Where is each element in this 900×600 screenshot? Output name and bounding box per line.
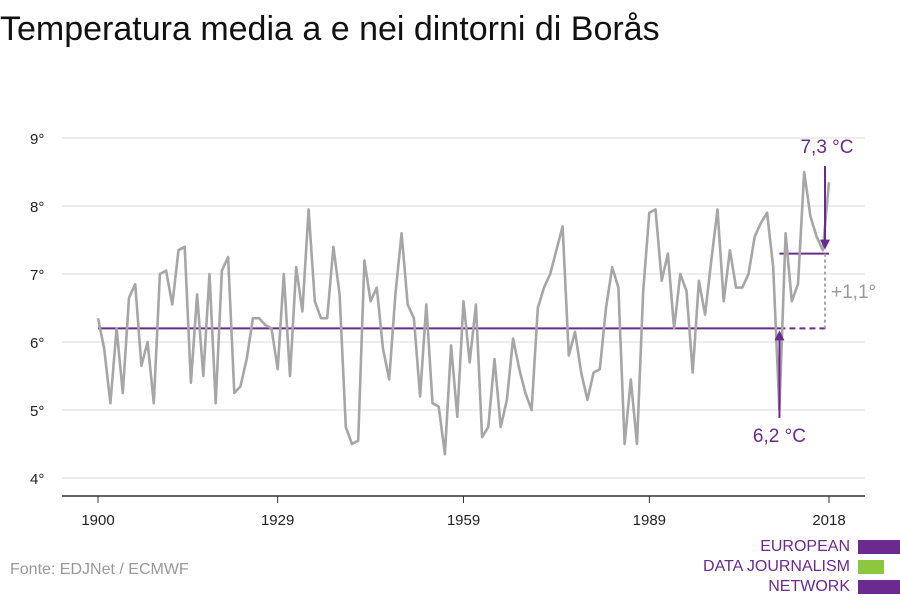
logo-bar-green xyxy=(858,560,884,574)
source-note: Fonte: EDJNet / ECMWF xyxy=(10,561,189,578)
x-axis xyxy=(62,495,865,503)
arrow-recent-head xyxy=(820,239,830,250)
logo-bar-purple-bottom xyxy=(858,580,900,594)
x-tick-label-1929: 1929 xyxy=(261,512,294,529)
annotation-recent-label: 7,3 °C xyxy=(800,137,853,158)
x-tick-label-1900: 1900 xyxy=(81,512,114,529)
logo-line-3: NETWORK xyxy=(768,578,850,595)
y-tick-label-8: 8° xyxy=(30,199,44,216)
edjnet-logo: EUROPEAN DATA JOURNALISM NETWORK xyxy=(690,537,900,597)
annotations: 6,2 °C 7,3 °C +1,1° xyxy=(753,137,876,447)
x-tick-label-1959: 1959 xyxy=(447,512,480,529)
logo-line-2: DATA JOURNALISM xyxy=(703,558,850,575)
y-tick-label-9: 9° xyxy=(30,131,44,148)
y-tick-label-7: 7° xyxy=(30,267,44,284)
grid-lines xyxy=(62,137,865,479)
x-tick-label-1989: 1989 xyxy=(633,512,666,529)
difference-label: +1,1° xyxy=(831,282,876,303)
chart-title: Temperatura media a e nei dintorni di Bo… xyxy=(0,10,660,48)
annotation-baseline-label: 6,2 °C xyxy=(753,426,806,447)
logo-line-1: EUROPEAN xyxy=(760,538,850,555)
y-tick-label-5: 5° xyxy=(30,403,44,420)
tick-labels: 4° 5° 6° 7° 8° 9° 1900 1929 1959 1989 2018 xyxy=(30,131,846,529)
temperature-series-line xyxy=(96,170,831,456)
logo-bar-purple-top xyxy=(858,540,900,554)
y-tick-label-4: 4° xyxy=(30,471,44,488)
arrow-baseline-head xyxy=(774,330,785,341)
series-layer xyxy=(96,170,831,456)
y-tick-label-6: 6° xyxy=(30,335,44,352)
x-tick-label-2018: 2018 xyxy=(812,512,845,529)
